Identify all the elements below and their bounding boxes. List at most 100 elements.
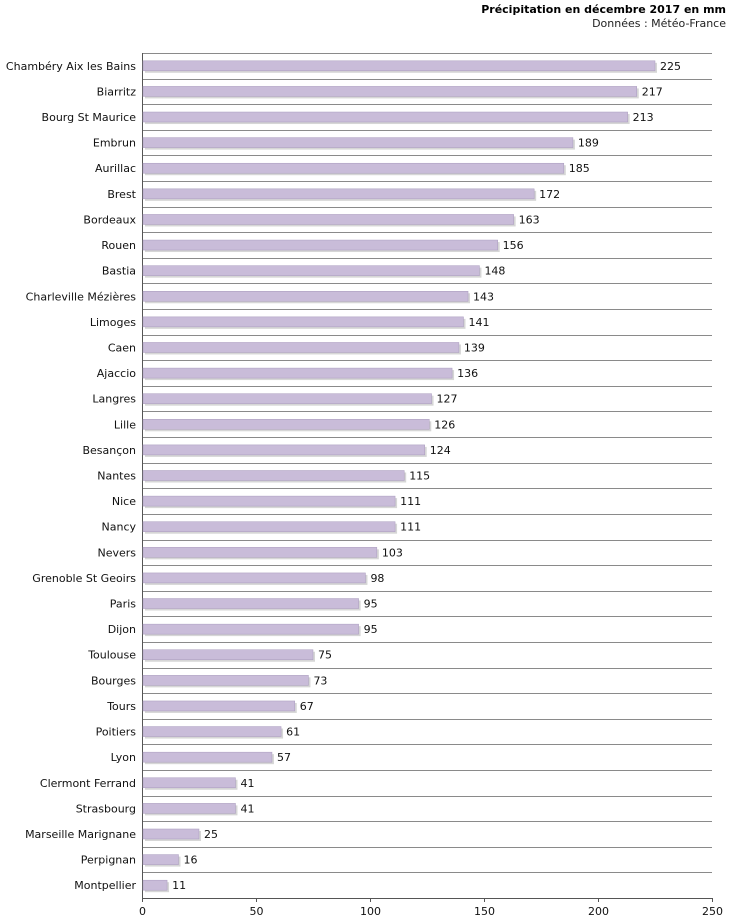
category-label: Nancy [102, 521, 137, 534]
bar [142, 700, 296, 712]
value-label: 217 [642, 85, 663, 98]
bar [142, 854, 179, 865]
category-label: Charleville Mézières [26, 290, 137, 303]
value-label: 172 [539, 188, 560, 201]
x-tick-label: 150 [474, 905, 495, 918]
bar [142, 393, 432, 404]
bar [142, 60, 656, 72]
category-label: Bastia [102, 265, 136, 278]
bar [142, 137, 574, 148]
value-label: 136 [457, 367, 478, 380]
x-tick-label: 250 [702, 905, 723, 918]
category-label: Poitiers [96, 726, 137, 739]
x-tick-label: 100 [360, 905, 381, 918]
bar [142, 547, 378, 558]
bar [142, 598, 359, 609]
category-label: Caen [108, 341, 136, 354]
bar [142, 521, 396, 532]
category-label: Perpignan [81, 854, 136, 867]
bar [142, 751, 273, 763]
value-label: 41 [240, 802, 254, 815]
value-label: 156 [503, 239, 524, 252]
value-label: 25 [204, 828, 218, 841]
category-label: Langres [92, 393, 136, 406]
value-label: 95 [364, 623, 378, 636]
value-label: 225 [660, 60, 681, 73]
bar [142, 726, 282, 737]
value-label: 189 [578, 137, 599, 150]
bar [142, 675, 309, 686]
category-label: Lille [114, 418, 136, 431]
category-label: Montpellier [74, 879, 136, 892]
category-label: Grenoble St Geoirs [32, 572, 136, 585]
chart-subtitle: Données : Météo-France [592, 17, 726, 30]
value-label: 57 [277, 751, 291, 764]
value-label: 139 [464, 341, 485, 354]
x-tick-label: 200 [588, 905, 609, 918]
value-label: 148 [484, 265, 505, 278]
value-label: 115 [409, 470, 430, 483]
bar [142, 162, 565, 174]
category-label: Strasbourg [76, 802, 136, 815]
category-label: Aurillac [95, 162, 136, 175]
value-label: 95 [364, 598, 378, 611]
bar [142, 879, 168, 891]
value-label: 98 [370, 572, 384, 585]
bar [142, 342, 460, 353]
category-label: Besançon [82, 444, 136, 457]
value-label: 11 [172, 879, 186, 892]
x-tick-label: 0 [139, 905, 146, 918]
value-label: 67 [300, 700, 314, 713]
value-label: 185 [569, 162, 590, 175]
category-label: Nantes [97, 470, 136, 483]
bar [142, 470, 405, 481]
bar [142, 111, 628, 123]
bar [142, 419, 430, 430]
category-label: Biarritz [97, 85, 137, 98]
x-tick-label: 50 [250, 905, 264, 918]
bar [142, 649, 314, 660]
value-label: 127 [437, 393, 458, 406]
category-label: Toulouse [87, 649, 136, 662]
bar [142, 239, 498, 251]
bar [142, 572, 366, 584]
bar [142, 623, 359, 635]
bar [142, 86, 638, 97]
value-label: 16 [183, 854, 197, 867]
category-label: Clermont Ferrand [40, 777, 136, 790]
category-label: Dijon [108, 623, 136, 636]
bar [142, 188, 535, 200]
category-label: Nice [112, 495, 136, 508]
bar [142, 828, 200, 840]
category-label: Bordeaux [83, 213, 136, 226]
category-label: Bourges [91, 674, 136, 687]
category-label: Marseille Marignane [25, 828, 136, 841]
value-label: 111 [400, 495, 421, 508]
category-label: Lyon [111, 751, 136, 764]
bar [142, 316, 464, 328]
bar [142, 367, 453, 379]
category-label: Limoges [90, 316, 136, 329]
value-label: 75 [318, 649, 332, 662]
value-label: 61 [286, 726, 300, 739]
category-label: Tours [106, 700, 136, 713]
category-label: Nevers [97, 546, 136, 559]
category-label: Embrun [93, 137, 136, 150]
category-label: Paris [110, 598, 136, 611]
bar [142, 803, 236, 814]
chart-title: Précipitation en décembre 2017 en mm [481, 3, 726, 16]
value-label: 141 [468, 316, 489, 329]
category-label: Brest [107, 188, 136, 201]
value-label: 103 [382, 546, 403, 559]
value-label: 213 [633, 111, 654, 124]
value-label: 126 [434, 418, 455, 431]
bar [142, 495, 396, 507]
value-label: 143 [473, 290, 494, 303]
value-label: 41 [240, 777, 254, 790]
bar [142, 777, 236, 789]
value-label: 111 [400, 521, 421, 534]
value-label: 124 [430, 444, 451, 457]
value-label: 73 [313, 674, 327, 687]
category-label: Ajaccio [97, 367, 136, 380]
